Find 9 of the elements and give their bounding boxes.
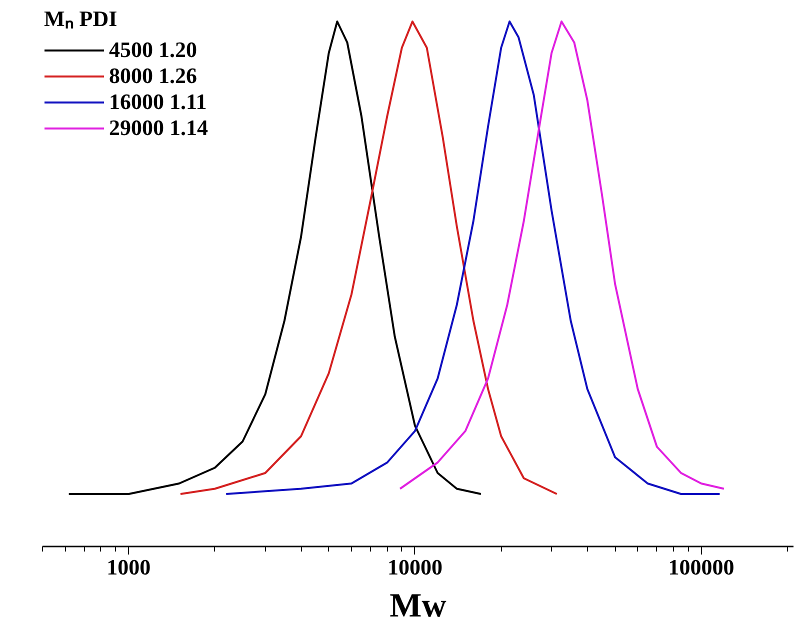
x-tick-label: 10000 [387, 554, 442, 580]
x-axis-title: Mw [390, 588, 447, 624]
x-tick-label: 1000 [106, 554, 151, 580]
legend-label: 8000 1.26 [109, 63, 197, 89]
legend-title: Mₙ PDI [44, 5, 118, 32]
legend-label: 4500 1.20 [109, 37, 197, 63]
legend-label: 16000 1.11 [109, 89, 207, 115]
x-tick-label: 100000 [668, 554, 734, 580]
legend-label: 29000 1.14 [109, 115, 208, 141]
